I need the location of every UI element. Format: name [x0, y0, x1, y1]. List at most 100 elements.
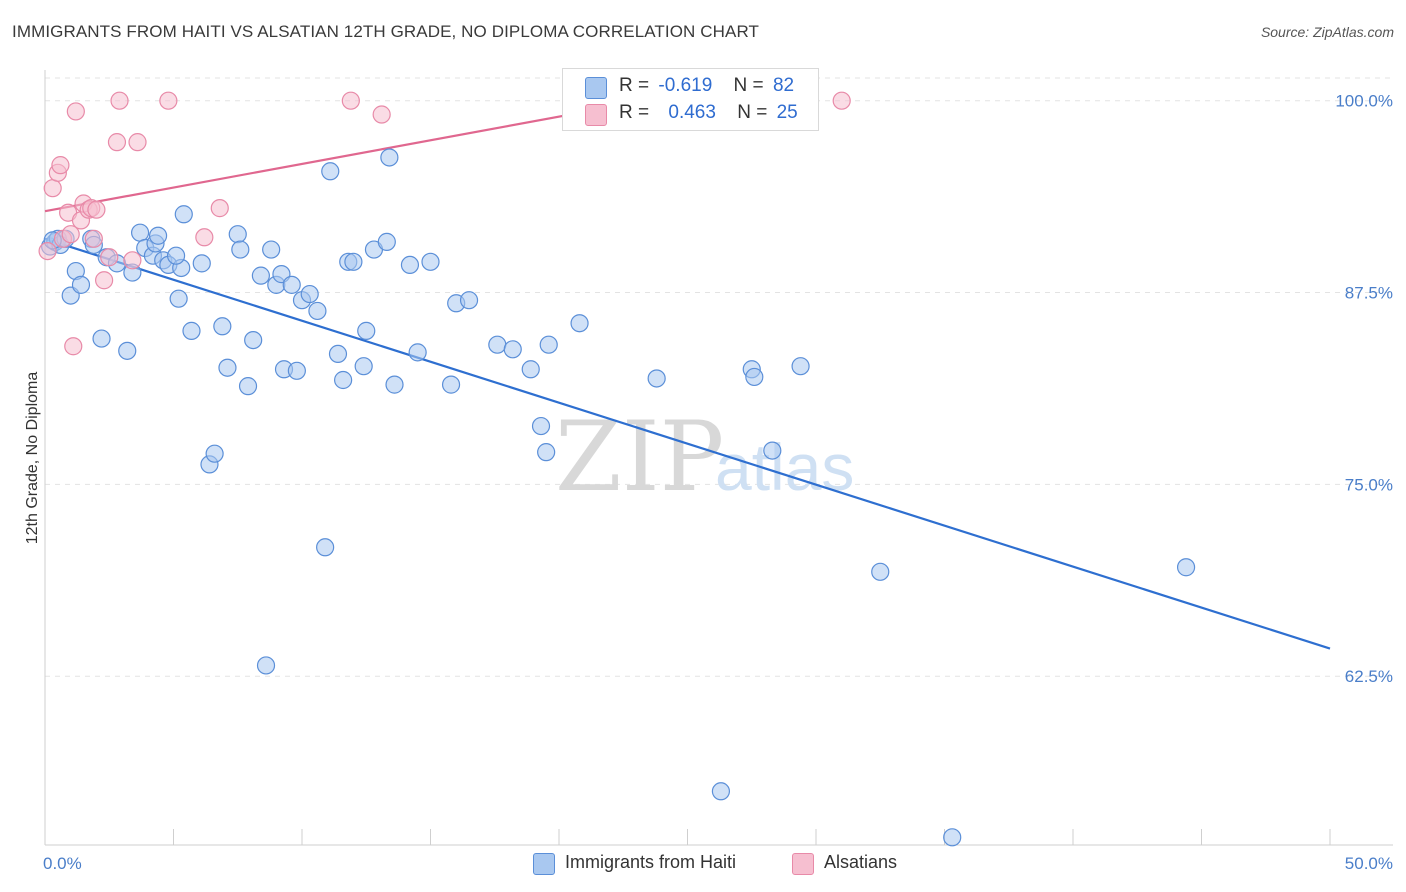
alsatian-point	[43, 179, 62, 198]
alsatian-point	[87, 200, 106, 219]
haiti-point	[400, 255, 420, 275]
haiti-point	[871, 562, 890, 581]
haiti-point	[531, 416, 551, 436]
haiti-point	[357, 321, 376, 340]
haiti-point	[192, 254, 211, 273]
haiti-point	[377, 232, 396, 251]
bottom-legend-swatch-pink	[792, 853, 814, 875]
alsatian-point	[110, 91, 129, 110]
trend-lines	[44, 91, 1331, 650]
haiti-point	[244, 330, 263, 350]
legend-r-label: R =	[619, 102, 650, 123]
legend-r-label: R =	[619, 75, 650, 96]
haiti-point	[647, 369, 666, 388]
zipatlas-watermark: ZIP atlas	[555, 401, 854, 513]
watermark-zip: ZIP	[555, 401, 724, 513]
bottom-legend-label-haiti: Immigrants from Haiti	[565, 852, 737, 872]
data-points	[38, 91, 1196, 847]
haiti-point	[459, 291, 479, 310]
y-tick-label: 75.0%	[1345, 475, 1393, 494]
axes	[44, 70, 1393, 846]
haiti-point	[71, 275, 91, 294]
alsatian-point	[832, 91, 851, 110]
legend-n-label: N =	[737, 102, 768, 123]
alsatian-point	[159, 91, 178, 110]
haiti-point	[300, 284, 319, 304]
haiti-point	[213, 317, 232, 336]
x-tick-label: 0.0%	[43, 854, 82, 873]
haiti-point	[380, 148, 399, 167]
haiti-point	[174, 205, 193, 224]
haiti-point	[218, 358, 237, 377]
alsatian-point	[372, 105, 391, 124]
haiti-point	[488, 335, 507, 354]
chart-title: IMMIGRANTS FROM HAITI VS ALSATIAN 12TH G…	[12, 22, 760, 41]
legend-n-label: N =	[733, 75, 764, 96]
haiti-point	[539, 335, 558, 354]
source-label: Source: ZipAtlas.com	[1260, 24, 1394, 40]
haiti-point	[537, 443, 556, 462]
haiti-point	[354, 357, 373, 376]
alsatian-point	[107, 133, 127, 152]
haiti-point	[118, 341, 137, 360]
haiti-point	[308, 301, 327, 321]
y-tick-label: 87.5%	[1345, 284, 1393, 303]
haiti-point	[205, 444, 224, 463]
x-tick-label: 50.0%	[1345, 854, 1393, 873]
legend-swatch-pink	[585, 104, 607, 126]
haiti-point	[408, 343, 427, 362]
haiti-point	[287, 361, 306, 380]
haiti-point	[148, 226, 168, 245]
alsatian-point	[210, 199, 229, 218]
y-tick-label: 100.0%	[1335, 92, 1393, 111]
haiti-point	[503, 340, 522, 359]
haiti-point	[321, 162, 340, 181]
haiti-point	[711, 782, 731, 801]
haiti-point	[169, 289, 188, 308]
haiti-point	[92, 329, 111, 348]
alsatian-point	[123, 251, 142, 270]
haiti-point	[166, 246, 186, 265]
legend-n-value: 25	[776, 102, 798, 123]
haiti-point	[521, 360, 540, 379]
alsatian-point	[128, 133, 147, 152]
haiti-point	[763, 441, 782, 460]
haiti-point	[316, 538, 335, 557]
haiti-point	[344, 252, 363, 271]
haiti-point	[282, 275, 301, 294]
legend-n-value: 82	[772, 75, 795, 96]
haiti-point	[231, 240, 250, 259]
alsatian-point	[95, 271, 114, 290]
alsatian-point	[38, 241, 57, 261]
y-tick-label: 62.5%	[1345, 667, 1393, 686]
haiti-point	[441, 375, 461, 394]
haiti-point	[791, 357, 810, 376]
alsatian-point	[84, 229, 103, 248]
haiti-point	[262, 240, 281, 259]
legend-swatch-blue	[585, 77, 607, 99]
haiti-trend-line	[44, 237, 1331, 650]
alsatian-point	[64, 337, 83, 356]
alsatian-point	[100, 248, 119, 267]
haiti-point	[256, 656, 276, 675]
haiti-point	[182, 321, 201, 340]
haiti-point	[328, 344, 348, 364]
haiti-point	[334, 370, 353, 390]
bottom-legend-label-alsatians: Alsatians	[824, 852, 898, 872]
haiti-point	[570, 314, 589, 333]
haiti-point	[1176, 558, 1196, 577]
alsatian-point	[51, 156, 70, 175]
haiti-point	[130, 223, 150, 242]
alsatian-point	[66, 102, 85, 121]
haiti-point	[421, 252, 440, 271]
haiti-point	[238, 377, 258, 396]
alsatian-point	[61, 225, 80, 244]
haiti-point	[251, 266, 270, 285]
haiti-point	[228, 225, 247, 244]
correlation-legend: R = -0.619 N = 82 R = 0.463 N = 25	[562, 68, 819, 131]
tick-labels: 62.5% 75.0% 87.5% 100.0% 0.0% 50.0% 12th Grade…	[24, 92, 1393, 873]
alsatian-point	[341, 91, 360, 110]
haiti-point	[943, 828, 962, 847]
legend-r-value: 0.463	[668, 102, 716, 123]
bottom-legend-swatch-blue	[533, 853, 555, 875]
